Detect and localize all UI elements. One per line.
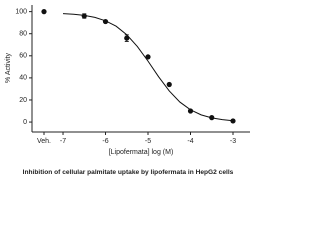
y-tick-label: 20: [19, 97, 27, 104]
caption: Inhibition of cellular palmitate uptake …: [23, 169, 234, 176]
x-tick-label: -7: [60, 138, 66, 145]
x-tick-label: Veh.: [37, 138, 51, 145]
x-tick-label: -4: [187, 138, 193, 145]
data-point: [81, 13, 87, 19]
x-tick-label: -5: [145, 138, 151, 145]
data-point: [209, 115, 215, 121]
data-point: [145, 54, 151, 60]
y-tick-label: 80: [19, 31, 27, 38]
data-point: [166, 81, 172, 88]
y-tick-label: 0: [23, 119, 27, 126]
y-tick-label: 60: [19, 53, 27, 60]
data-point: [124, 35, 130, 41]
y-tick-label: 100: [15, 8, 27, 15]
data-point: [230, 118, 236, 124]
x-axis-label: [Lipofermata] log (M): [109, 149, 174, 156]
chart: % Activity [Lipofermata] log (M) Inhibit…: [5, 5, 250, 176]
data-point: [187, 108, 194, 114]
y-axis-label: % Activity: [5, 53, 12, 83]
y-tick-label: 40: [19, 75, 27, 82]
fit-curve: [62, 13, 234, 122]
vehicle-point: [41, 9, 47, 15]
x-tick-label: -6: [102, 138, 108, 145]
data-point: [102, 18, 109, 25]
x-tick-label: -3: [230, 138, 236, 145]
